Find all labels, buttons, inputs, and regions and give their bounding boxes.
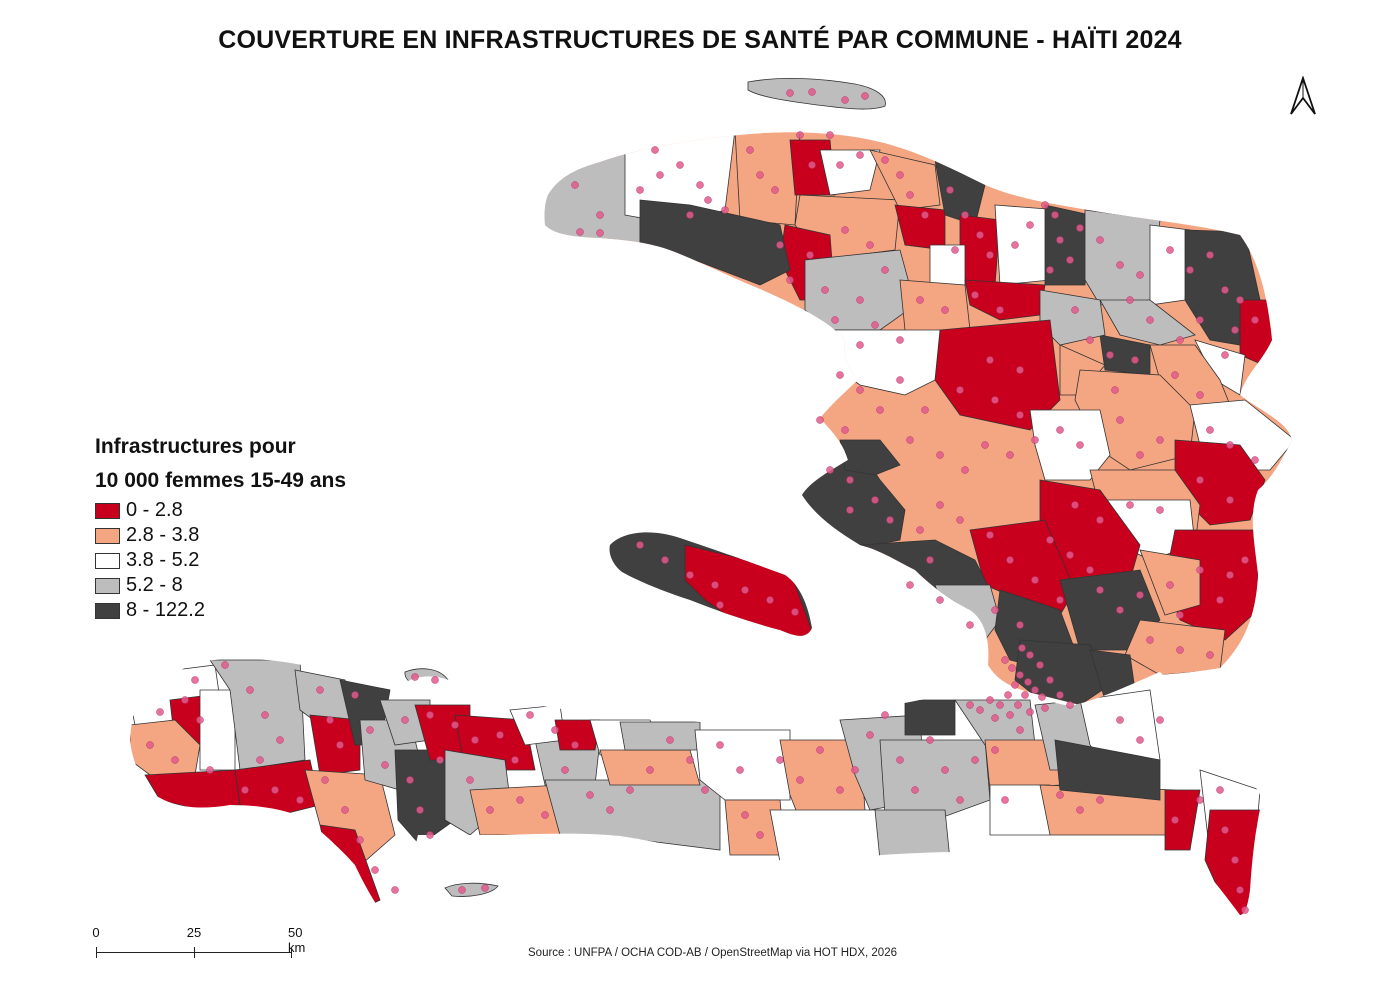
map-legend: Infrastructures pour 10 000 femmes 15-49… xyxy=(95,430,346,623)
scale-label-50: 50 km xyxy=(288,925,306,955)
legend-swatch xyxy=(95,602,120,619)
scale-tick xyxy=(96,947,97,958)
legend-swatch xyxy=(95,577,120,594)
legend-label: 8 - 122.2 xyxy=(126,599,205,621)
legend-title-line-1: Infrastructures pour xyxy=(95,435,296,458)
scale-label-25: 25 xyxy=(186,925,202,940)
legend-item-class-1: 0 - 2.8 xyxy=(95,498,346,523)
legend-swatch xyxy=(95,502,120,519)
scale-bar: 0 25 50 km xyxy=(90,925,330,965)
map-title: COUVERTURE EN INFRASTRUCTURES DE SANTÉ P… xyxy=(218,26,1182,54)
legend-title-line-2: 10 000 femmes 15-49 ans xyxy=(95,469,347,492)
legend-swatch xyxy=(95,552,120,569)
legend-item-class-3: 3.8 - 5.2 xyxy=(95,548,346,573)
legend-item-class-2: 2.8 - 3.8 xyxy=(95,523,346,548)
legend-label: 0 - 2.8 xyxy=(126,499,183,521)
gonave-island-communes[interactable] xyxy=(600,520,820,650)
legend-label: 3.8 - 5.2 xyxy=(126,549,200,571)
legend-label: 2.8 - 3.8 xyxy=(126,524,200,546)
north-arrow-icon xyxy=(1290,76,1316,115)
scale-tick xyxy=(291,947,292,958)
legend-label: 5.2 - 8 xyxy=(126,574,183,596)
source-credit: Source : UNFPA / OCHA COD-AB / OpenStree… xyxy=(528,947,897,959)
scale-tick xyxy=(194,947,195,958)
legend-swatch xyxy=(95,527,120,544)
legend-item-class-5: 8 - 122.2 xyxy=(95,598,346,623)
ile-a-vache[interactable] xyxy=(444,882,499,897)
health-facility-points[interactable] xyxy=(146,88,1259,914)
legend-item-class-4: 5.2 - 8 xyxy=(95,573,346,598)
scale-label-0: 0 xyxy=(92,925,100,940)
north-region-communes[interactable] xyxy=(540,130,1300,720)
tortuga-island[interactable] xyxy=(747,78,886,110)
